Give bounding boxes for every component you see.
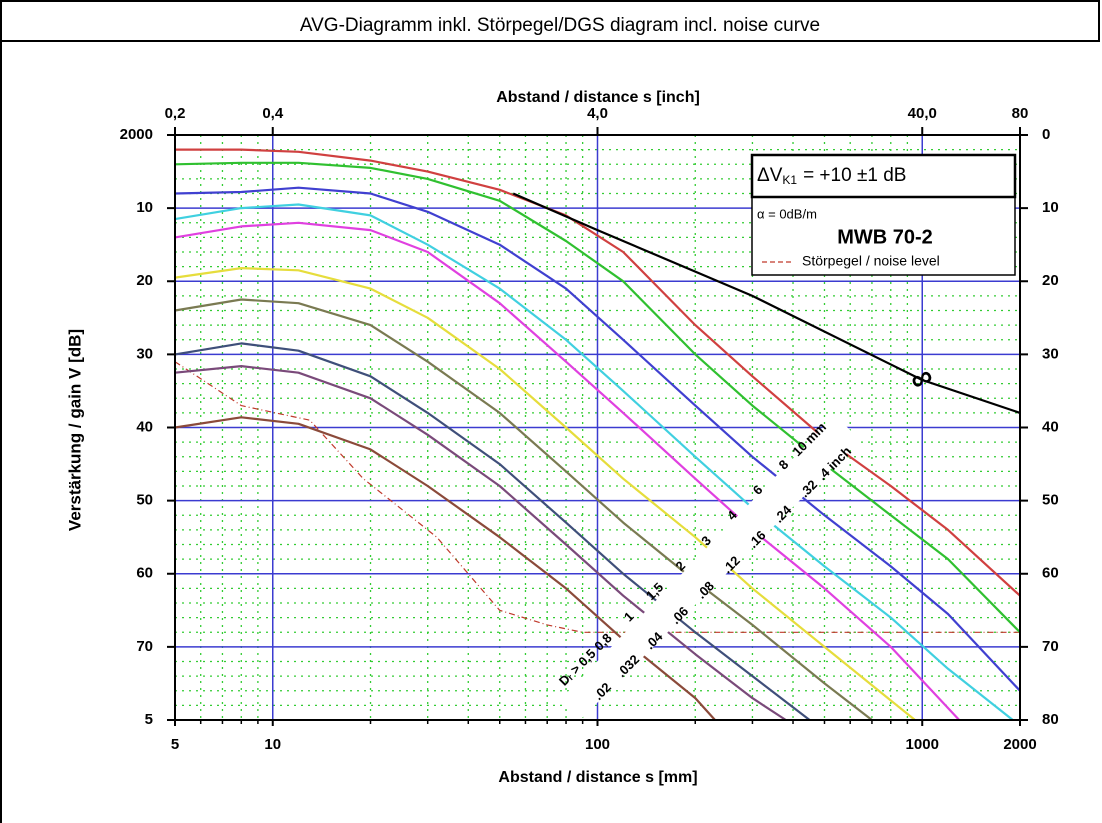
y-tick-label: 10: [136, 199, 153, 216]
curves: [174, 148, 1021, 721]
title-box: [0, 0, 1100, 42]
y-tick-label: 2000: [120, 126, 153, 143]
y2-tick-label: 80: [1042, 711, 1059, 728]
dgs-curve: [174, 203, 1014, 721]
legend-box: [751, 154, 1016, 276]
chart-title: AVG-Diagramm inkl. Störpegel/DGS diagram…: [300, 15, 820, 36]
dgs-curve: [174, 416, 716, 721]
backwall-label: ∞: [905, 359, 938, 398]
x-axis-title: Abstand / distance s [mm]: [498, 769, 697, 786]
y-tick-label: 50: [136, 492, 153, 509]
legend-probe: MWB 70-2: [837, 226, 933, 248]
y-tick-label: 20: [136, 272, 153, 289]
x2-tick-label: 40,0: [908, 105, 937, 122]
x2-axis-title: Abstand / distance s [inch]: [496, 89, 700, 106]
legend-attenuation: α = 0dB/m: [757, 206, 817, 221]
y-tick-label: 5: [145, 711, 153, 728]
grid: [167, 127, 1028, 726]
series-label: 1: [621, 609, 637, 625]
dgs-curve: [174, 267, 916, 721]
y-tick-label: 30: [136, 345, 153, 362]
x2-tick-label: 80: [1012, 105, 1029, 122]
y2-tick-label: 30: [1042, 345, 1059, 362]
dgs-curve: [174, 298, 873, 721]
y2-tick-label: 50: [1042, 492, 1059, 509]
y2-tick-label: 0: [1042, 126, 1050, 143]
legend-gain: ΔVK1 = +10 ±1 dB: [757, 165, 906, 187]
x-tick-label: 2000: [1003, 736, 1036, 753]
legend-noise-label: Störpegel / noise level: [802, 253, 940, 269]
x-tick-label: 5: [171, 736, 179, 753]
dgs-curve: [174, 221, 961, 721]
x-tick-label: 10: [264, 736, 281, 753]
gain-symbol: ΔV: [757, 165, 783, 186]
y-tick-label: 40: [136, 418, 153, 435]
gain-subscript: K1: [782, 173, 797, 187]
dgs-curve: [174, 365, 787, 721]
dgs-curve: [174, 342, 811, 721]
y-tick-label: 60: [136, 565, 153, 582]
backwall-curve: [512, 192, 1021, 414]
y2-tick-label: 70: [1042, 638, 1059, 655]
x-tick-label: 1000: [906, 736, 939, 753]
y-axis-title: Verstärkung / gain V [dB]: [65, 329, 84, 531]
dgs-curve: [175, 148, 1021, 597]
x2-tick-label: 0,2: [165, 105, 186, 122]
y2-tick-label: 60: [1042, 565, 1059, 582]
legend-header-box: [750, 153, 1017, 199]
y2-tick-label: 10: [1042, 199, 1059, 216]
plot-frame: [174, 134, 1021, 721]
label-band: [560, 415, 860, 720]
gain-value: = +10 ±1 dB: [803, 165, 906, 186]
dgs-curve: [174, 161, 1021, 634]
y-tick-label: 70: [136, 638, 153, 655]
legend: ΔVK1 = +10 ±1 dB α = 0dB/m MWB 70-2 Störp…: [750, 153, 1017, 276]
x-tick-label: 100: [585, 736, 610, 753]
y2-tick-label: 40: [1042, 418, 1059, 435]
dgs-curve: [174, 186, 1021, 692]
y2-tick-label: 20: [1042, 272, 1059, 289]
x2-tick-label: 0,4: [262, 105, 284, 122]
x2-tick-label: 4,0: [587, 105, 608, 122]
